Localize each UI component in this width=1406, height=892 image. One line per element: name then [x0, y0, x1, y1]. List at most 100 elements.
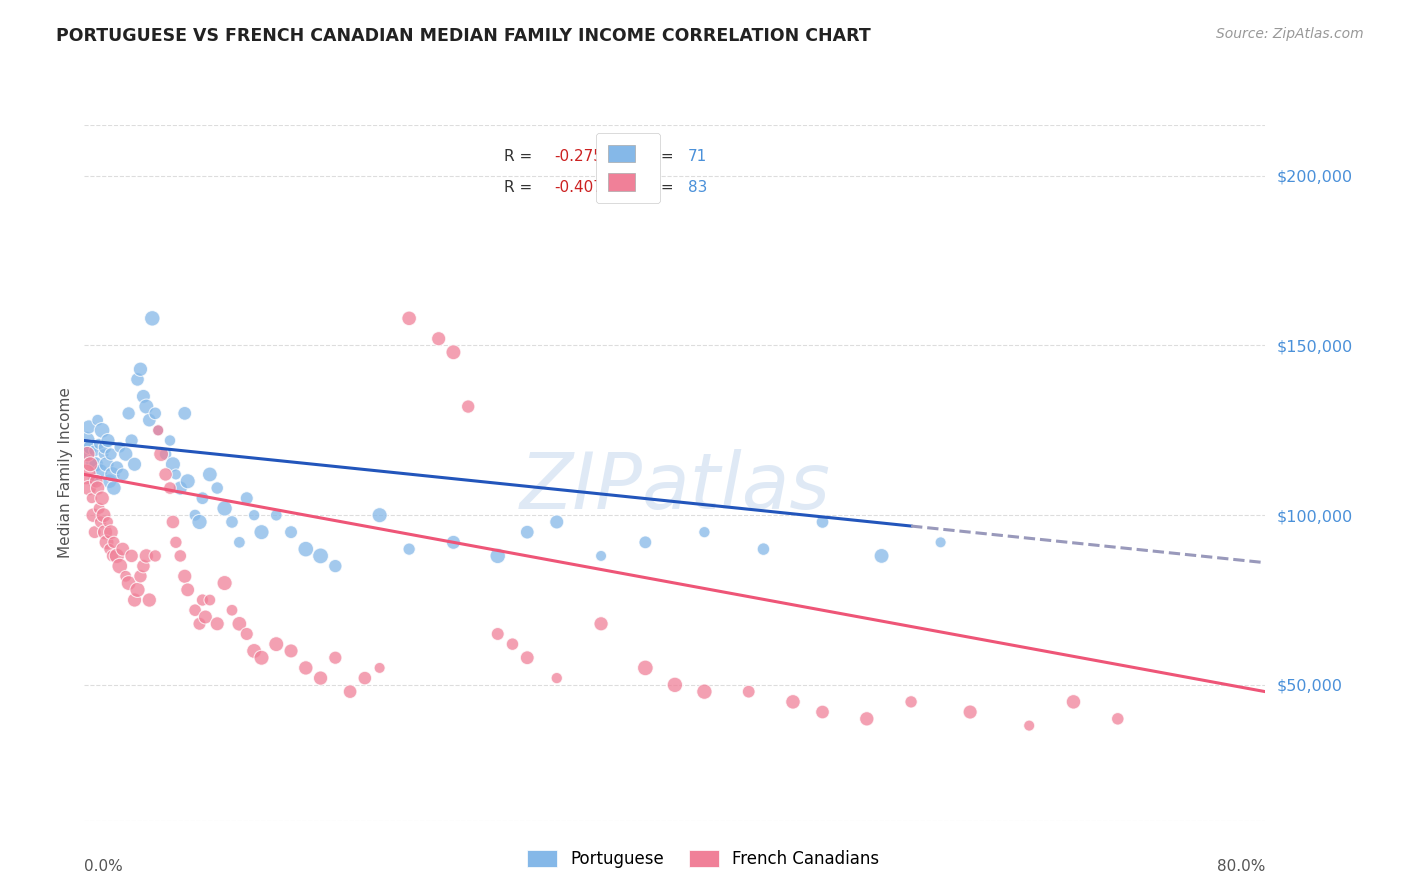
Point	[280, 644, 302, 658]
Text: 80.0%: 80.0%	[1218, 859, 1265, 874]
Point	[77, 420, 100, 434]
Point	[693, 525, 716, 540]
Point	[93, 508, 115, 523]
Text: 83: 83	[688, 180, 707, 195]
Text: N =: N =	[630, 180, 679, 195]
Point	[94, 525, 117, 540]
Point	[121, 434, 143, 448]
Point	[91, 491, 114, 506]
Point	[250, 525, 273, 540]
Point	[129, 569, 152, 583]
Point	[83, 525, 105, 540]
Point	[162, 515, 184, 529]
Point	[959, 705, 981, 719]
Point	[132, 389, 155, 403]
Point	[148, 423, 170, 437]
Point	[214, 501, 236, 516]
Point	[236, 627, 259, 641]
Point	[295, 661, 318, 675]
Legend: , : ,	[596, 133, 659, 203]
Point	[82, 508, 104, 523]
Point	[309, 549, 332, 563]
Point	[205, 616, 228, 631]
Point	[103, 481, 125, 495]
Point	[228, 616, 250, 631]
Point	[546, 671, 568, 685]
Point	[101, 549, 124, 563]
Point	[127, 582, 149, 597]
Point	[198, 467, 221, 482]
Point	[90, 464, 112, 478]
Point	[93, 447, 115, 461]
Point	[98, 542, 121, 557]
Point	[84, 457, 107, 471]
Point	[221, 515, 243, 529]
Point	[398, 311, 420, 326]
Point	[811, 705, 834, 719]
Point	[177, 582, 200, 597]
Point	[368, 661, 391, 675]
Text: Source: ZipAtlas.com: Source: ZipAtlas.com	[1216, 27, 1364, 41]
Point	[855, 712, 877, 726]
Text: -0.407: -0.407	[554, 180, 603, 195]
Point	[486, 627, 509, 641]
Point	[143, 549, 166, 563]
Point	[96, 535, 118, 549]
Point	[546, 515, 568, 529]
Point	[811, 515, 834, 529]
Point	[148, 423, 170, 437]
Text: N =: N =	[630, 149, 679, 164]
Point	[80, 491, 103, 506]
Point	[76, 447, 98, 461]
Point	[591, 616, 613, 631]
Point	[323, 559, 347, 574]
Point	[82, 475, 104, 489]
Point	[114, 447, 136, 461]
Point	[124, 593, 146, 607]
Point	[191, 593, 214, 607]
Point	[188, 616, 211, 631]
Point	[929, 535, 952, 549]
Point	[155, 467, 177, 482]
Point	[309, 671, 332, 685]
Point	[118, 576, 141, 591]
Point	[108, 559, 131, 574]
Point	[141, 311, 163, 326]
Point	[184, 508, 207, 523]
Point	[159, 481, 181, 495]
Point	[441, 535, 464, 549]
Point	[114, 569, 136, 583]
Point	[339, 684, 361, 698]
Point	[177, 475, 200, 489]
Point	[162, 457, 184, 471]
Point	[86, 481, 108, 495]
Point	[188, 515, 211, 529]
Point	[214, 576, 236, 591]
Point	[280, 525, 302, 540]
Point	[132, 559, 155, 574]
Text: 71: 71	[688, 149, 707, 164]
Point	[138, 593, 160, 607]
Point	[664, 678, 686, 692]
Point	[124, 457, 146, 471]
Point	[173, 406, 195, 420]
Point	[870, 549, 893, 563]
Point	[250, 650, 273, 665]
Point	[782, 695, 804, 709]
Text: -0.275: -0.275	[554, 149, 603, 164]
Text: R =: R =	[503, 180, 537, 195]
Point	[516, 525, 538, 540]
Point	[97, 434, 120, 448]
Point	[105, 549, 128, 563]
Point	[79, 440, 101, 454]
Point	[83, 443, 105, 458]
Point	[159, 434, 181, 448]
Point	[89, 501, 111, 516]
Point	[75, 467, 97, 482]
Point	[221, 603, 243, 617]
Text: 0.0%: 0.0%	[84, 859, 124, 874]
Point	[738, 684, 761, 698]
Point	[165, 467, 187, 482]
Point	[76, 447, 98, 461]
Point	[121, 549, 143, 563]
